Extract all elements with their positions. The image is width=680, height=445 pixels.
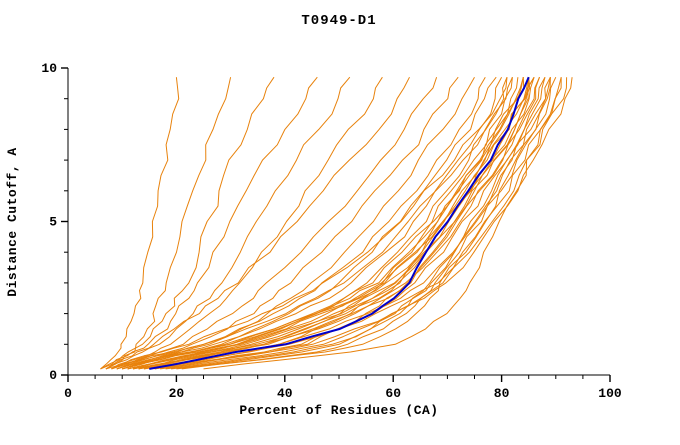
model-15-curve	[132, 77, 513, 370]
model-29-curve	[132, 77, 535, 370]
axes: 0 20 40 60 80 100 0 5 10	[41, 61, 622, 401]
model-05-curve	[105, 76, 351, 370]
x-tick-label: 80	[494, 386, 510, 401]
model-21-curve	[165, 76, 546, 370]
model-13-curve	[116, 76, 503, 370]
x-axis-label: Percent of Residues (CA)	[239, 403, 438, 418]
model-35-curve	[105, 77, 508, 370]
x-tick-label: 20	[169, 386, 185, 401]
model-32-curve	[154, 77, 546, 370]
model-10-curve	[122, 76, 475, 370]
model-06-curve	[111, 76, 383, 370]
model-02-curve	[100, 77, 232, 370]
y-tick-label: 5	[49, 215, 57, 230]
model-27-curve	[138, 76, 535, 370]
x-tick-label: 40	[277, 386, 293, 401]
model-04-curve	[100, 76, 318, 370]
model-31-curve	[127, 77, 530, 370]
model-25-curve	[160, 77, 568, 370]
model-23-curve	[176, 76, 557, 370]
model-19-curve	[154, 76, 535, 370]
model-30-curve	[116, 77, 524, 370]
model-03-curve	[105, 76, 275, 370]
model-18-curve	[127, 77, 531, 370]
chart-title: T0949-D1	[301, 13, 376, 29]
y-tick-label: 10	[41, 61, 57, 76]
y-axis-label: Distance Cutoff, A	[5, 147, 20, 296]
model-22-curve	[138, 77, 551, 370]
model-34-curve	[170, 76, 551, 370]
model-39-curve	[203, 77, 562, 370]
model-09-curve	[116, 76, 459, 370]
x-tick-label: 100	[598, 386, 622, 401]
y-tick-label: 0	[49, 368, 57, 383]
model-24-curve	[143, 77, 562, 370]
x-tick-label: 0	[64, 386, 72, 401]
model-36-curve	[138, 77, 540, 370]
model-20-curve	[132, 77, 540, 370]
model-16-curve	[122, 77, 519, 370]
highlighted-model-curve	[149, 76, 530, 370]
model-07-curve	[105, 76, 410, 370]
model-14-curve	[127, 77, 508, 370]
model-26-curve	[149, 77, 573, 370]
model-37-curve	[116, 77, 530, 370]
model-38-curve	[181, 77, 551, 370]
model-33-curve	[111, 76, 513, 370]
x-tick-label: 60	[385, 386, 401, 401]
model-08-curve	[111, 77, 438, 370]
model-01-curve	[100, 77, 180, 370]
model-curves	[100, 76, 573, 370]
